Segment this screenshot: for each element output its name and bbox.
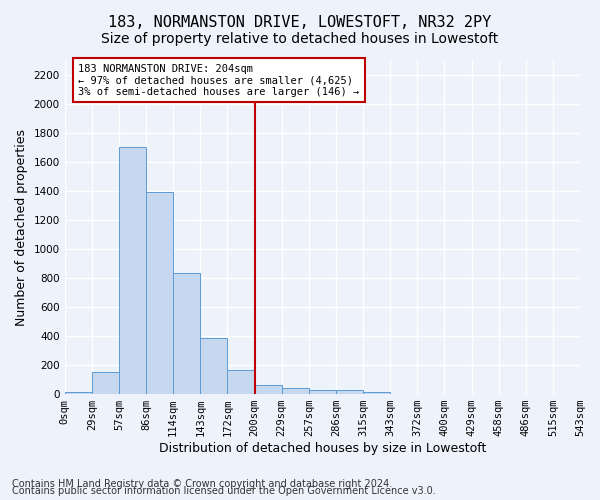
Text: 183, NORMANSTON DRIVE, LOWESTOFT, NR32 2PY: 183, NORMANSTON DRIVE, LOWESTOFT, NR32 2… [109,15,491,30]
Y-axis label: Number of detached properties: Number of detached properties [15,128,28,326]
Text: Size of property relative to detached houses in Lowestoft: Size of property relative to detached ho… [101,32,499,46]
Text: Contains HM Land Registry data © Crown copyright and database right 2024.: Contains HM Land Registry data © Crown c… [12,479,392,489]
Bar [146,192,173,394]
Bar [336,390,363,394]
Bar [92,372,119,394]
Bar [227,370,254,394]
Text: 183 NORMANSTON DRIVE: 204sqm
← 97% of detached houses are smaller (4,625)
3% of : 183 NORMANSTON DRIVE: 204sqm ← 97% of de… [78,64,359,97]
Bar [200,338,227,394]
Bar [173,273,200,394]
Bar [254,384,281,394]
Bar [119,147,146,394]
Bar [281,388,309,394]
X-axis label: Distribution of detached houses by size in Lowestoft: Distribution of detached houses by size … [158,442,486,455]
Bar [309,390,336,394]
Text: Contains public sector information licensed under the Open Government Licence v3: Contains public sector information licen… [12,486,436,496]
Bar [363,392,390,394]
Bar [65,392,92,394]
